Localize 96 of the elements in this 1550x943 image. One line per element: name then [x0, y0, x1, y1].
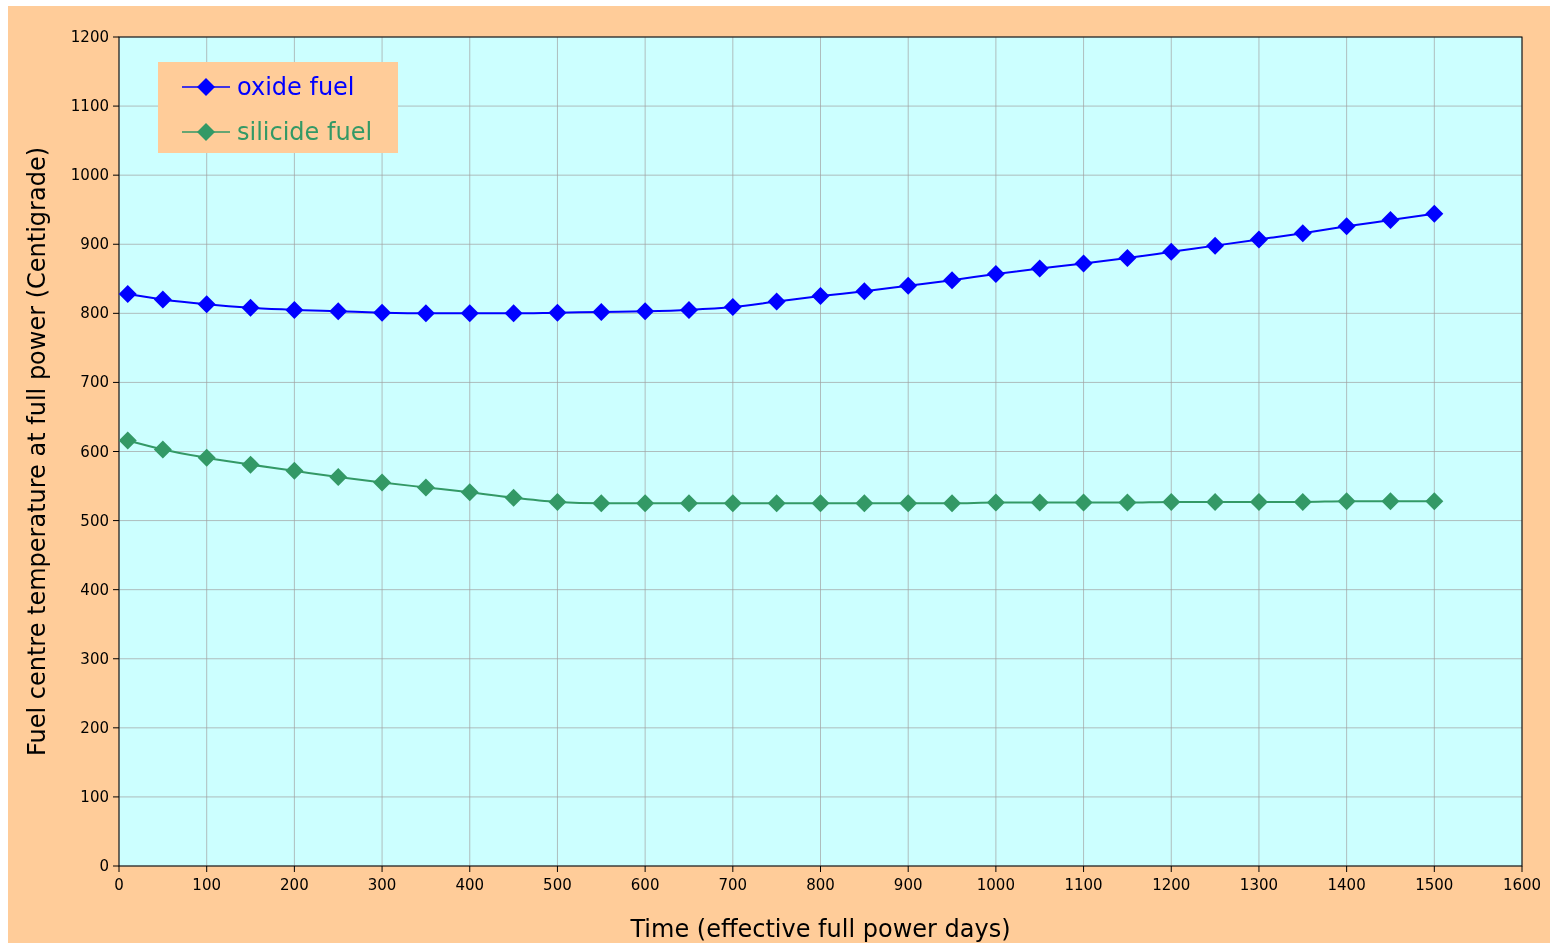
y-tick-label: 700 [80, 373, 109, 392]
point [1206, 492, 1225, 511]
x-tick-label: 500 [543, 876, 572, 894]
y-tick-label: 100 [80, 787, 109, 806]
x-tick-label: 200 [280, 876, 309, 894]
point [1162, 492, 1181, 511]
point [986, 264, 1005, 283]
y-tick-label: 0 [99, 857, 109, 875]
x-tick-label: 400 [455, 876, 485, 894]
x-tick-label: 100 [192, 876, 222, 894]
point [460, 304, 479, 323]
point [943, 271, 962, 290]
point [241, 298, 260, 317]
point [1249, 230, 1268, 249]
point [767, 292, 786, 311]
x-tick-label: 700 [718, 876, 748, 894]
y-tick-label: 1000 [70, 166, 109, 185]
y-tick-label: 900 [80, 235, 109, 254]
point [1249, 492, 1268, 511]
point [504, 304, 523, 323]
y-tick-label: 300 [80, 649, 109, 668]
point [373, 473, 392, 492]
x-tick-label: 1300 [1239, 876, 1279, 894]
point [285, 461, 304, 480]
legend-label: oxide fuel [237, 73, 355, 101]
point [416, 478, 435, 497]
x-tick-label: 600 [630, 876, 660, 894]
point [723, 494, 742, 513]
x-tick-label: 1200 [1152, 876, 1191, 894]
y-tick-label: 400 [80, 580, 109, 599]
point [118, 284, 137, 303]
point [943, 494, 962, 513]
point [1381, 492, 1400, 511]
x-axis-title: Time (effective full power days) [629, 915, 1011, 943]
y-tick-label: 1200 [70, 28, 109, 46]
point [636, 494, 655, 513]
point [811, 494, 830, 513]
x-tick-label: 1100 [1064, 876, 1103, 894]
x-tick-label: 1000 [976, 876, 1015, 894]
point [1293, 492, 1312, 511]
point [118, 431, 137, 450]
point [416, 304, 435, 323]
point [1118, 493, 1137, 512]
y-axis-title: Fuel centre temperature at full power (Centigrade) [23, 146, 51, 757]
y-tick-label: 600 [80, 442, 109, 461]
point [1337, 492, 1356, 511]
point [153, 440, 172, 459]
point [1337, 217, 1356, 236]
legend-label: silicide fuel [237, 118, 373, 146]
point [373, 303, 392, 322]
point [1425, 492, 1444, 511]
point [329, 302, 348, 321]
point [855, 282, 874, 301]
point [285, 300, 304, 319]
point [1074, 493, 1093, 512]
point [767, 494, 786, 513]
x-tick-label: 0 [114, 876, 124, 894]
y-tick-label: 800 [80, 304, 109, 323]
y-tick-label: 1100 [70, 97, 109, 116]
point [197, 448, 216, 467]
point [548, 303, 567, 322]
point [460, 483, 479, 502]
point [855, 494, 874, 513]
point [679, 300, 698, 319]
x-tick-label: 1400 [1327, 876, 1366, 894]
point [504, 488, 523, 507]
x-tick-label: 800 [806, 876, 835, 894]
point [1162, 242, 1181, 261]
x-tick-label: 900 [893, 876, 923, 894]
point [548, 492, 567, 511]
point [986, 493, 1005, 512]
point [1293, 224, 1312, 243]
y-tick-label: 500 [80, 511, 109, 530]
point [1381, 211, 1400, 230]
point [1074, 254, 1093, 273]
point [1030, 493, 1049, 512]
point [241, 455, 260, 474]
point [1118, 249, 1137, 268]
point [811, 287, 830, 306]
point [899, 276, 918, 295]
point [679, 494, 698, 513]
x-tick-label: 300 [367, 876, 397, 894]
point [1206, 236, 1225, 255]
y-tick-label: 200 [80, 718, 109, 737]
point [592, 494, 611, 513]
x-tick-label: 1500 [1415, 876, 1454, 894]
x-tick-label: 1600 [1502, 876, 1542, 894]
point [153, 290, 172, 309]
point [636, 302, 655, 321]
point [1425, 204, 1444, 223]
point [899, 494, 918, 513]
point [723, 298, 742, 317]
point [197, 295, 216, 314]
point [1030, 259, 1049, 278]
point [329, 468, 348, 487]
point [592, 302, 611, 321]
